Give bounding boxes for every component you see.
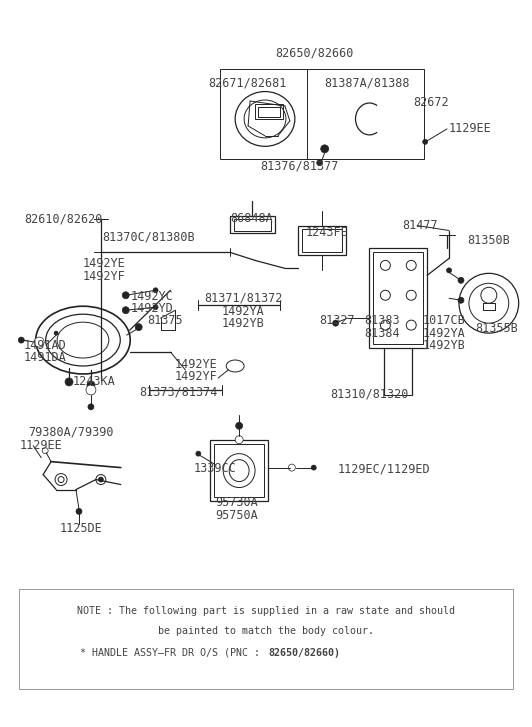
Text: 81375: 81375 [148, 313, 184, 326]
Bar [298, 225, 346, 255]
Text: 1492YC: 1492YC [131, 290, 173, 302]
Circle shape [332, 320, 339, 326]
Bar [230, 216, 275, 233]
Circle shape [55, 473, 67, 486]
Circle shape [458, 277, 464, 284]
Text: 81384: 81384 [364, 326, 400, 340]
Circle shape [86, 385, 96, 395]
Text: 1492YB: 1492YB [222, 317, 264, 329]
Text: 1129EE: 1129EE [449, 122, 492, 135]
Bar [373, 252, 423, 344]
Circle shape [54, 331, 58, 335]
Text: 79380A/79390: 79380A/79390 [28, 425, 114, 438]
Circle shape [236, 422, 243, 429]
Text: 81370C/81380B: 81370C/81380B [102, 231, 195, 244]
Text: 81383: 81383 [364, 313, 400, 326]
Text: 82650/82660): 82650/82660) [268, 648, 340, 658]
Text: 1129EE: 1129EE [19, 439, 62, 452]
Text: 95730A: 95730A [215, 496, 257, 509]
Text: 1492YA: 1492YA [222, 305, 264, 318]
Circle shape [76, 508, 82, 515]
Text: * HANDLE ASSY–FR DR O/S (PNC :: * HANDLE ASSY–FR DR O/S (PNC : [80, 648, 266, 658]
Text: 81355B: 81355B [476, 321, 518, 334]
Circle shape [87, 381, 95, 389]
Bar [220, 69, 424, 158]
Text: 1491DA: 1491DA [23, 350, 66, 364]
Circle shape [459, 273, 519, 333]
Ellipse shape [36, 306, 130, 374]
Circle shape [423, 140, 428, 145]
Text: 86848A: 86848A [231, 212, 273, 225]
Bar [369, 249, 427, 348]
Text: 81387A/81388: 81387A/81388 [325, 76, 410, 89]
Text: be painted to match the body colour.: be painted to match the body colour. [158, 626, 374, 636]
Text: 1017CB: 1017CB [423, 313, 466, 326]
Text: 1243KA: 1243KA [72, 375, 115, 388]
Circle shape [196, 451, 201, 456]
Bar [258, 107, 280, 117]
Bar [234, 219, 271, 230]
Circle shape [65, 378, 73, 386]
Bar [255, 104, 283, 119]
Text: 81350B: 81350B [468, 234, 510, 247]
Text: 1492YB: 1492YB [423, 339, 466, 352]
Ellipse shape [226, 360, 244, 372]
Circle shape [135, 324, 142, 331]
Text: 81310/81320: 81310/81320 [330, 387, 409, 401]
Text: 1492YE: 1492YE [83, 257, 126, 270]
Text: 82672: 82672 [413, 95, 449, 108]
Text: 1129EC/1129ED: 1129EC/1129ED [338, 462, 431, 475]
Circle shape [458, 297, 464, 303]
Text: 1339CC: 1339CC [194, 462, 237, 475]
Text: 1492YF: 1492YF [83, 270, 126, 283]
Ellipse shape [235, 92, 295, 146]
Bar [210, 440, 268, 502]
Text: 82650/82660: 82650/82660 [276, 47, 354, 60]
Text: 81327: 81327 [319, 313, 354, 326]
Circle shape [122, 292, 129, 299]
Text: 1492YA: 1492YA [423, 326, 466, 340]
Text: 82610/82620: 82610/82620 [24, 212, 102, 225]
Circle shape [235, 435, 243, 443]
Text: 82671/82681: 82671/82681 [208, 76, 286, 89]
Circle shape [446, 268, 452, 273]
Circle shape [42, 448, 48, 454]
Circle shape [98, 477, 103, 482]
Text: 1125DE: 1125DE [60, 522, 102, 535]
Text: 1492YF: 1492YF [175, 371, 218, 383]
Text: 1492YD: 1492YD [131, 302, 173, 315]
Circle shape [321, 145, 329, 153]
Circle shape [122, 307, 129, 313]
Text: 81371/81372: 81371/81372 [204, 292, 282, 305]
Bar [19, 589, 513, 688]
Bar [214, 443, 264, 497]
Circle shape [34, 337, 44, 347]
Text: 81373/81374: 81373/81374 [139, 385, 218, 398]
Text: NOTE : The following part is supplied in a raw state and should: NOTE : The following part is supplied in… [77, 606, 455, 616]
Text: 1491AD: 1491AD [23, 339, 66, 352]
Circle shape [311, 465, 316, 470]
Circle shape [153, 288, 158, 293]
Text: 81376/81377: 81376/81377 [261, 159, 339, 172]
Text: 1492YE: 1492YE [175, 358, 218, 371]
Circle shape [153, 305, 158, 310]
Circle shape [317, 160, 323, 166]
Text: 95750A: 95750A [215, 509, 257, 522]
Circle shape [288, 464, 295, 471]
Bar [302, 228, 342, 252]
Circle shape [88, 403, 94, 410]
Circle shape [96, 475, 106, 484]
Text: 81477: 81477 [402, 219, 438, 232]
Text: 1243FE: 1243FE [305, 226, 348, 239]
Circle shape [18, 337, 24, 343]
